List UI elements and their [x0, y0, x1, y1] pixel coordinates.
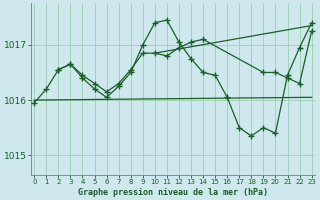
- X-axis label: Graphe pression niveau de la mer (hPa): Graphe pression niveau de la mer (hPa): [78, 188, 268, 197]
